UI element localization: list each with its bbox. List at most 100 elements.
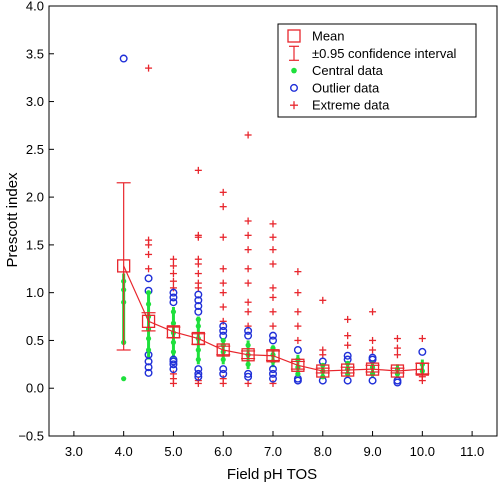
extreme-point [145,250,153,258]
outlier-point [169,355,178,364]
outlier-point [343,376,352,385]
legend-label-outlier: Outlier data [312,80,380,95]
data-group [116,54,131,382]
central-point [170,349,177,355]
y-tick-label: 4.0 [26,0,44,14]
extreme-point [219,375,227,383]
outlier-point [144,368,153,377]
outlier-point [269,336,278,345]
extreme-point [244,322,252,330]
outlier-point [368,376,377,385]
outlier-point [244,331,253,340]
legend-central-icon [291,67,297,74]
mean-marker [166,325,181,339]
extreme-point [244,379,252,387]
x-tick-label: 6.0 [214,444,232,459]
extreme-point [369,308,377,316]
outlier-point [169,288,178,297]
central-point [295,371,301,377]
extreme-point [169,284,177,292]
legend: Mean ±0.95 confidence interval Central dat… [277,23,477,118]
extreme-point [244,246,252,254]
extreme-point [219,265,227,273]
extreme-point [244,265,252,273]
extreme-point [244,308,252,316]
central-point [195,347,201,353]
central-point [345,360,351,366]
x-tick-label: 11.0 [460,444,484,459]
central-point [245,342,251,348]
mean-marker [266,349,280,363]
data-group [340,315,355,385]
outlier-point [244,369,253,378]
central-point [170,309,177,315]
x-tick-label: 3.0 [65,444,83,459]
legend-label-ci: ±0.95 confidence interval [312,46,457,61]
extreme-point [269,379,277,387]
mean-marker [341,363,355,377]
extreme-point [319,346,327,354]
extreme-point [418,335,426,343]
extreme-point [145,236,153,244]
extreme-point [344,315,352,323]
mean-line [123,265,423,372]
extreme-point [294,336,302,344]
legend-box [277,23,477,118]
central-point [170,320,177,326]
y-tick-label: 0.5 [26,333,44,348]
y-axis-label: Prescott index [4,172,21,268]
extreme-point [169,255,177,263]
mean-marker [365,362,380,376]
plot-area [116,54,430,387]
extreme-point [219,303,227,311]
mean-marker [316,364,330,378]
x-tick-label: 8.0 [314,444,332,459]
y-tick-label: 3.0 [26,94,44,109]
legend-extreme-icon [290,101,298,110]
outlier-point [269,365,278,374]
extreme-point [244,231,252,239]
outlier-point [219,369,228,378]
extreme-point [244,217,252,225]
extreme-point [393,335,401,343]
central-point [220,356,226,363]
mean-marker [390,364,405,378]
extreme-point [219,233,227,241]
outlier-point [194,302,203,311]
central-point [145,290,152,296]
outlier-point [194,290,203,299]
data-group [390,335,405,387]
data-group [365,308,380,385]
extreme-point [194,279,202,287]
legend-label-mean: Mean [312,29,345,44]
extreme-point [344,341,352,349]
outlier-point [269,374,278,383]
central-point [170,339,177,345]
extreme-point [269,260,277,268]
legend-outlier-icon [290,83,299,92]
extreme-point [145,64,153,72]
outlier-point [194,365,203,374]
extreme-point [294,308,302,316]
extreme-point [194,166,202,174]
outlier-point [194,369,203,378]
outlier-point [219,322,228,331]
outlier-point [144,363,153,372]
data-group [191,166,206,387]
extreme-point [169,277,177,285]
data-group [415,335,430,385]
legend-mean-icon [287,29,301,43]
extreme-point [244,131,252,139]
outlier-point [169,298,178,307]
outlier-point [169,293,178,302]
y-tick-label: 3.5 [26,46,44,61]
central-point [195,356,201,363]
extreme-point [269,308,277,316]
extreme-point [219,317,227,325]
outlier-point [269,369,278,378]
extreme-point [269,284,277,292]
central-point [220,337,226,344]
outlier-point [194,372,203,381]
extreme-point [194,231,202,239]
mean-marker [241,348,255,362]
